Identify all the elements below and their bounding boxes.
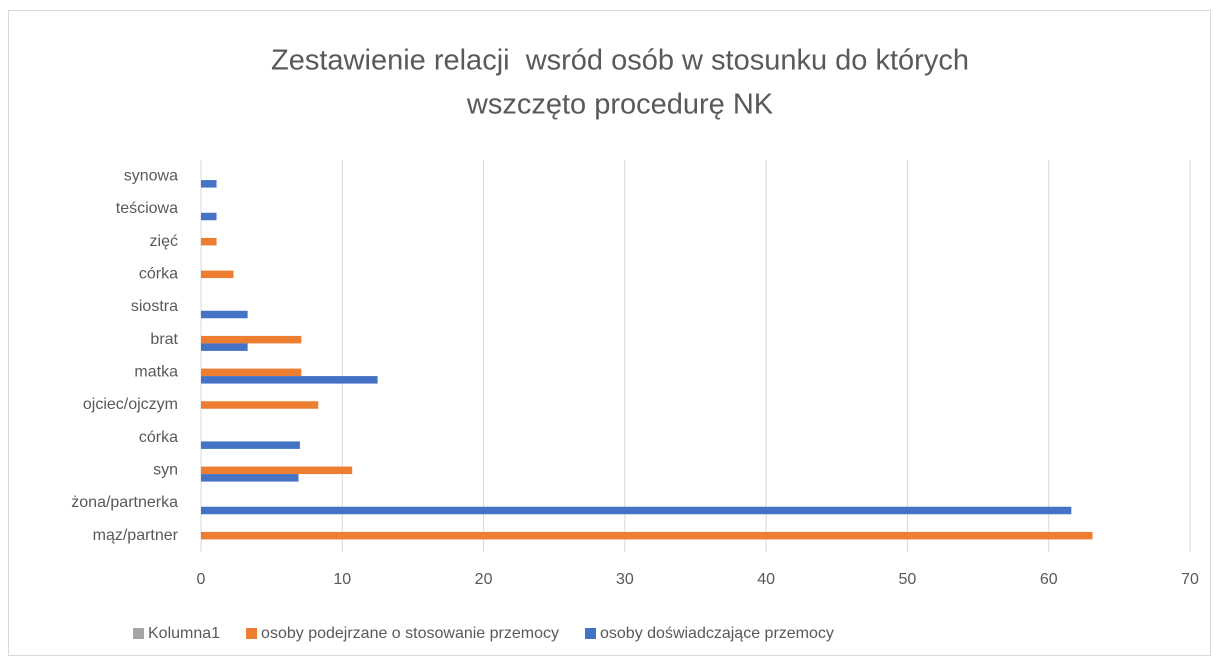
y-tick-label: córka (139, 266, 178, 283)
bar (201, 212, 217, 221)
y-tick-label: córka (139, 429, 178, 446)
bar (201, 180, 217, 188)
y-tick-label: żona/partnerka (71, 494, 178, 511)
bar (201, 270, 234, 279)
x-tick-label: 70 (1181, 571, 1199, 588)
legend-swatch (246, 628, 258, 639)
bar (201, 531, 1093, 540)
x-tick-label: 0 (197, 571, 206, 588)
y-tick-label: mąz/partner (93, 527, 179, 544)
bar (201, 466, 353, 475)
x-tick-label: 10 (333, 571, 351, 588)
bar (201, 401, 319, 409)
x-tick-label: 50 (899, 571, 917, 588)
y-tick-label: synowa (124, 168, 178, 185)
legend-swatch (133, 628, 144, 639)
bar (201, 310, 248, 319)
legend-label: Kolumna1 (148, 625, 220, 642)
x-tick-label: 40 (757, 571, 775, 588)
y-tick-label: zięć (150, 233, 178, 250)
y-tick-label: teściowa (116, 200, 178, 217)
chart-border (8, 10, 1211, 656)
bar (201, 441, 300, 449)
bar (201, 343, 248, 351)
chart-title: wszczęto procedurę NK (466, 89, 774, 121)
bar (201, 506, 1072, 515)
legend-label: osoby podejrzane o stosowanie przemocy (261, 625, 559, 642)
bar (201, 474, 299, 482)
y-tick-label: siostra (131, 298, 178, 315)
y-tick-label: brat (150, 331, 178, 348)
bar (201, 237, 217, 246)
bar (201, 376, 378, 384)
x-tick-label: 20 (475, 571, 493, 588)
bar (201, 368, 302, 377)
chart-title: Zestawienie relacji wsród osób w stosunk… (271, 45, 969, 77)
y-tick-label: ojciec/ojczym (83, 396, 178, 413)
legend-swatch (585, 628, 596, 639)
legend-label: osoby doświadczające przemocy (600, 625, 834, 642)
x-tick-label: 60 (1040, 571, 1058, 588)
x-tick-label: 30 (616, 571, 634, 588)
bar (201, 335, 302, 344)
y-tick-label: syn (153, 462, 178, 479)
y-tick-label: matka (134, 364, 178, 381)
